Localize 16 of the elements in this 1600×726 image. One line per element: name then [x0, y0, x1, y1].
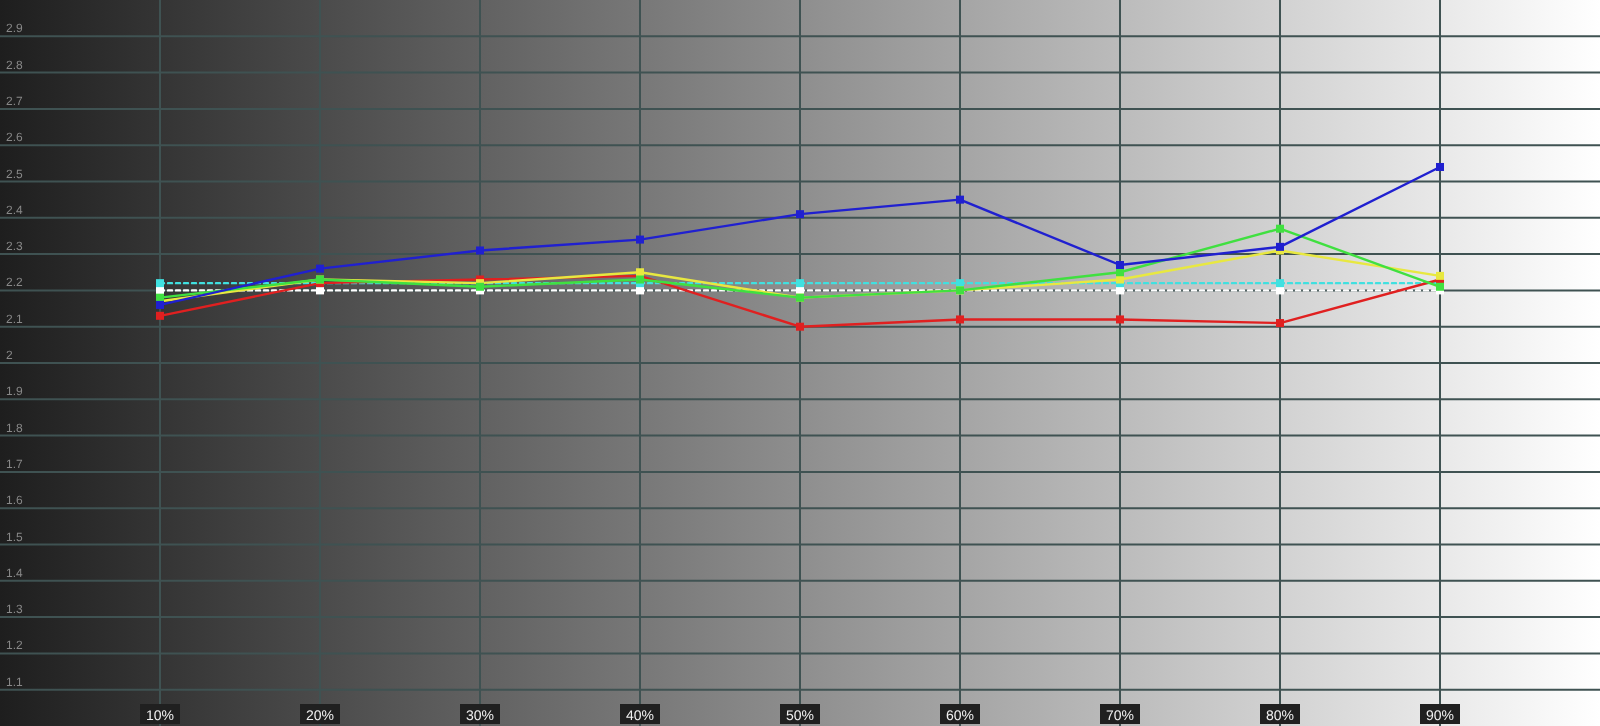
point: [956, 315, 964, 324]
point: [1116, 315, 1124, 324]
point: [636, 235, 644, 244]
point: [1436, 162, 1444, 171]
point: [1276, 224, 1284, 233]
point: [156, 279, 164, 288]
point: [956, 195, 964, 204]
point: [796, 210, 804, 219]
point: [796, 279, 804, 288]
point: [156, 311, 164, 320]
point: [1276, 319, 1284, 328]
point: [1276, 279, 1284, 288]
point: [316, 264, 324, 273]
point: [796, 322, 804, 331]
point: [476, 246, 484, 255]
point: [1116, 260, 1124, 269]
